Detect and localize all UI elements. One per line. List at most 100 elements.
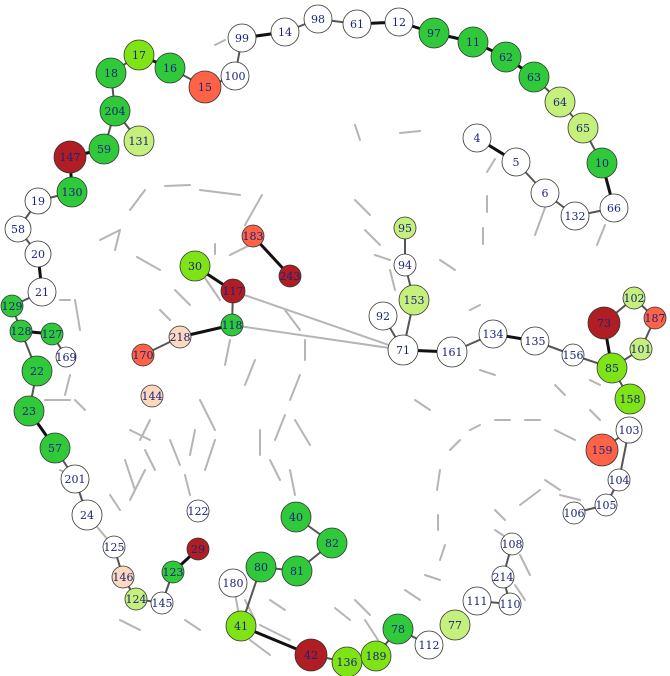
node-41[interactable]: 41: [225, 610, 257, 642]
node-15[interactable]: 15: [188, 70, 222, 104]
node-99[interactable]: 99: [227, 23, 257, 53]
node-158[interactable]: 158: [614, 383, 646, 415]
node-42[interactable]: 42: [294, 638, 328, 672]
node-92[interactable]: 92: [368, 301, 398, 331]
node-101[interactable]: 101: [629, 337, 653, 361]
node-153[interactable]: 153: [398, 284, 430, 316]
node-29[interactable]: 29: [186, 537, 210, 561]
node-6[interactable]: 6: [530, 178, 560, 208]
node-100[interactable]: 100: [220, 61, 250, 91]
node-label: 125: [104, 541, 125, 554]
node-214[interactable]: 214: [491, 565, 515, 589]
node-62[interactable]: 62: [490, 41, 522, 73]
node-58[interactable]: 58: [4, 215, 32, 243]
node-label: 41: [234, 620, 248, 633]
node-71[interactable]: 71: [387, 334, 419, 366]
node-108[interactable]: 108: [500, 532, 524, 556]
node-4[interactable]: 4: [462, 123, 492, 153]
node-19[interactable]: 19: [24, 187, 52, 215]
node-21[interactable]: 21: [27, 277, 57, 307]
node-156[interactable]: 156: [561, 343, 585, 367]
node-218[interactable]: 218: [168, 325, 192, 349]
node-73[interactable]: 73: [587, 306, 621, 340]
node-14[interactable]: 14: [270, 17, 300, 47]
node-103[interactable]: 103: [615, 416, 643, 444]
node-132[interactable]: 132: [560, 201, 590, 231]
node-5[interactable]: 5: [501, 147, 531, 177]
node-159[interactable]: 159: [585, 433, 619, 467]
node-117[interactable]: 117: [220, 278, 246, 304]
node-189[interactable]: 189: [360, 640, 392, 672]
node-112[interactable]: 112: [414, 630, 444, 660]
node-57[interactable]: 57: [39, 432, 71, 464]
node-18[interactable]: 18: [95, 57, 127, 89]
node-12[interactable]: 12: [384, 7, 414, 37]
node-97[interactable]: 97: [418, 17, 450, 49]
node-144[interactable]: 144: [140, 384, 164, 408]
node-169[interactable]: 169: [56, 346, 77, 368]
node-64[interactable]: 64: [544, 86, 576, 118]
node-130[interactable]: 130: [56, 176, 88, 208]
node-123[interactable]: 123: [161, 560, 185, 584]
node-24[interactable]: 24: [71, 499, 103, 531]
node-22[interactable]: 22: [21, 355, 53, 387]
node-63[interactable]: 63: [518, 61, 550, 93]
node-106[interactable]: 106: [562, 501, 586, 525]
node-135[interactable]: 135: [520, 326, 550, 356]
node-77[interactable]: 77: [439, 609, 471, 641]
node-label: 189: [366, 650, 387, 663]
node-circle: [241, 224, 265, 248]
node-145[interactable]: 145: [150, 591, 174, 615]
node-161[interactable]: 161: [436, 336, 468, 368]
node-243[interactable]: 243: [278, 264, 302, 288]
node-102[interactable]: 102: [622, 286, 646, 310]
node-95[interactable]: 95: [393, 216, 417, 240]
node-201[interactable]: 201: [60, 464, 90, 494]
node-20[interactable]: 20: [24, 240, 52, 268]
node-204[interactable]: 204: [99, 95, 131, 127]
node-circle: [418, 17, 450, 49]
node-30[interactable]: 30: [179, 250, 211, 282]
node-40[interactable]: 40: [280, 501, 312, 533]
node-111[interactable]: 111: [462, 586, 492, 616]
node-81[interactable]: 81: [281, 555, 313, 587]
node-104[interactable]: 104: [607, 468, 631, 492]
node-78[interactable]: 78: [382, 613, 414, 645]
node-170[interactable]: 170: [131, 343, 155, 367]
node-147[interactable]: 147: [53, 140, 87, 174]
node-circle: [24, 187, 52, 215]
node-94[interactable]: 94: [393, 253, 417, 277]
node-110[interactable]: 110: [498, 592, 522, 616]
node-136[interactable]: 136: [331, 646, 363, 676]
node-98[interactable]: 98: [303, 4, 333, 34]
node-85[interactable]: 85: [596, 352, 628, 384]
node-105[interactable]: 105: [594, 493, 618, 517]
node-66[interactable]: 66: [599, 193, 629, 223]
node-180[interactable]: 180: [218, 568, 248, 598]
node-23[interactable]: 23: [13, 395, 45, 427]
node-129[interactable]: 129: [0, 294, 24, 318]
node-65[interactable]: 65: [567, 112, 599, 144]
node-134[interactable]: 134: [478, 319, 508, 349]
node-label: 204: [105, 105, 126, 118]
node-146[interactable]: 146: [111, 565, 135, 589]
node-187[interactable]: 187: [643, 306, 667, 330]
node-118[interactable]: 118: [220, 313, 244, 337]
node-124[interactable]: 124: [124, 587, 148, 611]
node-122[interactable]: 122: [186, 499, 210, 523]
node-125[interactable]: 125: [102, 535, 126, 559]
node-80[interactable]: 80: [245, 551, 277, 583]
node-82[interactable]: 82: [316, 527, 348, 559]
node-11[interactable]: 11: [457, 26, 489, 58]
node-61[interactable]: 61: [342, 9, 372, 39]
node-183[interactable]: 183: [241, 224, 265, 248]
node-127[interactable]: 127: [40, 322, 64, 346]
node-label: 98: [311, 13, 325, 26]
node-59[interactable]: 59: [88, 133, 120, 165]
node-17[interactable]: 17: [123, 39, 155, 71]
node-circle: [398, 284, 430, 316]
node-131[interactable]: 131: [123, 125, 155, 157]
node-16[interactable]: 16: [154, 52, 186, 84]
node-128[interactable]: 128: [9, 319, 33, 343]
node-10[interactable]: 10: [586, 147, 618, 179]
